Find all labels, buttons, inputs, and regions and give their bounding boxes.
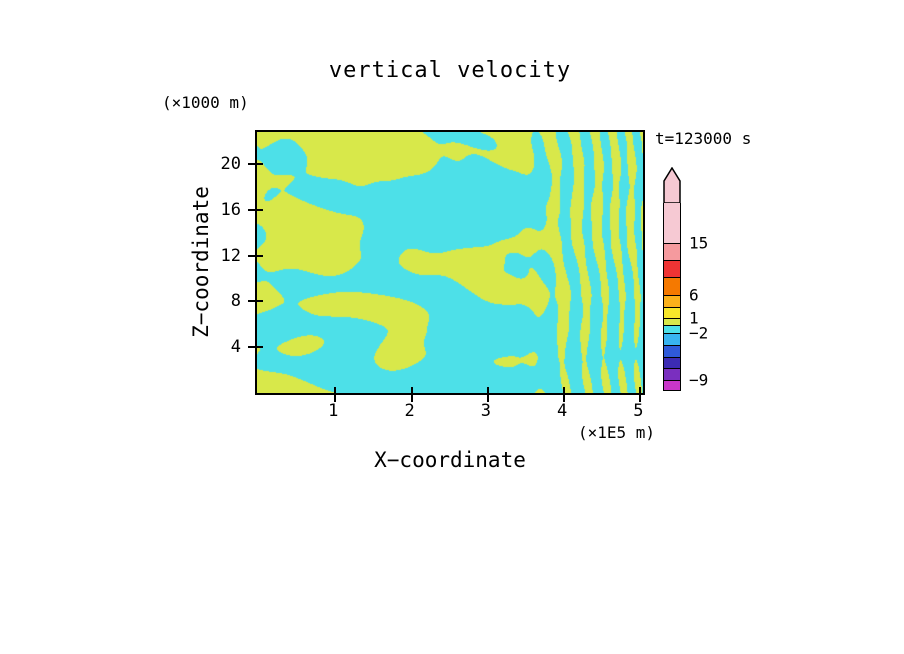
- colorbar-arrow-icon: [663, 167, 681, 203]
- x-axis-tick: [639, 387, 642, 402]
- x-axis-tick: [410, 387, 413, 402]
- colorbar-segment: [664, 295, 680, 307]
- colorbar-segment: [664, 357, 680, 368]
- colorbar-segment: [664, 260, 680, 277]
- z-axis-tick-label: 20: [220, 154, 241, 175]
- colorbar-segments: [663, 203, 681, 391]
- z-axis-unit-label: (×1000 m): [162, 93, 249, 112]
- z-axis-tick-label: 4: [230, 337, 241, 358]
- colorbar-tick-label: 15: [689, 233, 709, 253]
- colorbar-segment: [664, 333, 680, 345]
- x-axis-tick: [486, 387, 489, 402]
- x-axis-tick-label: 1: [328, 401, 339, 421]
- time-label: t=123000 s: [655, 129, 752, 148]
- x-axis-tick-label: 2: [404, 401, 415, 421]
- z-axis-tick-label: 8: [230, 291, 241, 312]
- colorbar-tick-label: 6: [689, 285, 699, 305]
- z-axis-tick-label: 16: [220, 199, 241, 220]
- x-axis-tick: [563, 387, 566, 402]
- plot-area: [248, 130, 645, 402]
- z-axis-tick: [248, 300, 263, 303]
- x-axis-tick-labels: 1 2 3 4 5: [257, 401, 647, 423]
- chart-title: vertical velocity: [328, 58, 572, 83]
- colorbar-segment: [664, 277, 680, 295]
- colorbar-tick-label: −2: [689, 323, 709, 343]
- z-axis-tick: [248, 208, 263, 211]
- z-axis-tick-label: 12: [220, 245, 241, 266]
- colorbar-segment: [664, 318, 680, 325]
- x-axis-tick-label: 5: [633, 401, 644, 421]
- x-axis-tick-label: 3: [480, 401, 491, 421]
- z-axis-tick: [248, 163, 263, 166]
- colorbar: [663, 167, 681, 391]
- x-axis-unit-label: (×1E5 m): [577, 423, 655, 442]
- x-axis-title: X−coordinate: [374, 448, 526, 472]
- colorbar-segment: [664, 203, 680, 243]
- colorbar-segment: [664, 368, 680, 380]
- field-canvas: [257, 132, 643, 393]
- x-axis-tick: [334, 387, 337, 402]
- colorbar-segment: [664, 243, 680, 260]
- colorbar-segment: [664, 345, 680, 357]
- z-axis-tick-labels: 4 8 12 16 20: [0, 130, 247, 395]
- colorbar-segment: [664, 325, 680, 333]
- z-axis-tick: [248, 346, 263, 349]
- z-axis-tick: [248, 254, 263, 257]
- colorbar-segment: [664, 380, 680, 390]
- colorbar-tick-label: −9: [689, 370, 709, 390]
- x-axis-tick-label: 4: [557, 401, 568, 421]
- colorbar-tick-label: 1: [689, 308, 699, 328]
- colorbar-segment: [664, 307, 680, 318]
